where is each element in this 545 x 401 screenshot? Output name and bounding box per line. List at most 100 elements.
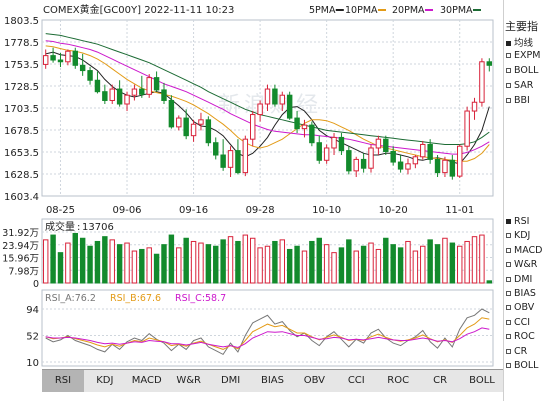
sidebar-item-label: DMI — [514, 273, 533, 285]
sub-indicator-cr[interactable]: CR — [506, 346, 527, 357]
sub-indicator-bias[interactable]: BIAS — [506, 288, 536, 299]
tab-dmi[interactable]: DMI — [220, 375, 241, 386]
ma-legend-label: 20PMA — [392, 5, 425, 16]
main-indicator-bbi[interactable]: BBI — [506, 95, 530, 106]
tab-cr[interactable]: CR — [433, 375, 448, 386]
ma-legend-label: 5PMA — [309, 5, 336, 16]
price-tick-label: 1778.5 — [4, 38, 39, 49]
main-indicator-[interactable]: 均线 — [506, 35, 533, 49]
candle-body — [368, 147, 374, 169]
volume-bar — [168, 234, 175, 284]
sidebar-panel — [503, 0, 545, 401]
sidebar-item-label: CR — [514, 345, 528, 357]
candle-body — [449, 159, 456, 177]
candle-body — [279, 94, 286, 105]
volume-bar — [301, 250, 308, 284]
candle-body — [57, 59, 64, 63]
volume-bar — [249, 237, 256, 284]
candle-body — [479, 61, 485, 103]
main-indicator-boll[interactable]: BOLL — [506, 65, 538, 76]
sub-indicator-wr[interactable]: W&R — [506, 259, 537, 270]
candle-body — [457, 145, 463, 177]
candle-body — [486, 61, 493, 66]
sub-indicator-cci[interactable]: CCI — [506, 317, 530, 328]
checkbox-icon — [506, 68, 511, 73]
sidebar-item-label: RSI — [514, 216, 530, 227]
candle-body — [116, 88, 123, 105]
tab-roc[interactable]: ROC — [387, 375, 410, 386]
candle-body — [183, 117, 189, 137]
volume-bar — [50, 234, 56, 284]
checkbox-icon — [506, 83, 511, 88]
sub-indicator-macd[interactable]: MACD — [506, 245, 542, 256]
candle-body — [309, 124, 315, 144]
candle-body — [412, 156, 419, 165]
rsi-legend-label: RSI_C:58.7 — [175, 293, 226, 304]
volume-bar — [427, 239, 433, 284]
rsi-panel-frame — [41, 289, 494, 367]
volume-bar — [131, 250, 138, 284]
candle-body — [102, 91, 108, 101]
volume-bar — [124, 242, 130, 284]
checkbox-icon — [506, 276, 511, 282]
volume-bar — [412, 250, 419, 284]
symbol-label: COMEX黄金[GC00Y] 2022-11-11 10:23 — [43, 3, 234, 16]
tab-rsi[interactable]: RSI — [42, 370, 84, 392]
volume-bar — [479, 234, 485, 284]
volume-colon: : — [77, 222, 80, 233]
volume-bar — [161, 244, 167, 284]
date-tick-label: 09-06 — [112, 205, 141, 216]
rsi-line-rsi-c — [45, 327, 490, 349]
sidebar-item-label: SAR — [514, 80, 534, 91]
candle-body — [213, 142, 219, 156]
rsi-tick-label: 94 — [26, 305, 39, 316]
candle-body — [72, 50, 78, 66]
volume-bar — [109, 239, 115, 284]
tab-boll[interactable]: BOLL — [469, 375, 495, 386]
candle-body — [471, 101, 478, 112]
candle-body — [168, 99, 175, 128]
sub-indicator-dmi[interactable]: DMI — [506, 274, 532, 285]
date-tick-label: 09-28 — [246, 205, 275, 216]
indicator-tab-bar: RSI KDJ MACD W&R DMI BIAS OBV CCI ROC CR BOLL — [42, 369, 503, 392]
candle-body — [161, 89, 167, 101]
volume-bar — [390, 244, 396, 284]
volume-bar — [220, 239, 226, 284]
volume-bar — [368, 242, 374, 284]
checkbox-icon — [506, 262, 511, 268]
sub-indicator-roc[interactable]: ROC — [506, 331, 535, 342]
checkbox-icon — [506, 363, 511, 368]
volume-bar — [405, 240, 411, 284]
sub-indicator-rsi[interactable]: RSI — [506, 216, 529, 227]
candle-body — [227, 150, 234, 168]
volume-bar — [176, 247, 182, 284]
tab-wr[interactable]: W&R — [176, 375, 201, 386]
candle-body — [346, 150, 352, 172]
tab-macd[interactable]: MACD — [131, 375, 162, 386]
volume-bar — [294, 245, 300, 284]
candle-body — [139, 88, 145, 95]
volume-bar — [449, 242, 456, 284]
volume-bar — [272, 240, 278, 284]
tab-obv[interactable]: OBV — [303, 375, 326, 386]
volume-tick-label: 23.94万 — [2, 241, 39, 252]
sub-indicator-obv[interactable]: OBV — [506, 302, 534, 313]
volume-title: 成交量 — [45, 220, 75, 233]
sub-indicator-boll[interactable]: BOLL — [506, 360, 538, 371]
main-indicator-sar[interactable]: SAR — [506, 80, 533, 91]
volume-bar — [65, 242, 71, 284]
ma20-line — [45, 40, 490, 155]
candle-body — [420, 143, 426, 158]
main-indicator-expm[interactable]: EXPM — [506, 50, 540, 61]
rsi-legend-label: RSI_B:67.6 — [110, 293, 161, 304]
date-tick-label: 10-10 — [312, 205, 341, 216]
candle-body — [242, 138, 249, 174]
candle-body — [383, 138, 389, 152]
candle-body — [109, 88, 115, 101]
candle-body — [205, 119, 212, 144]
tab-kdj[interactable]: KDJ — [96, 375, 114, 386]
sub-indicator-kdj[interactable]: KDJ — [506, 230, 530, 241]
selected-marker-icon — [506, 41, 511, 46]
tab-cci[interactable]: CCI — [347, 375, 365, 386]
tab-bias[interactable]: BIAS — [260, 375, 284, 386]
